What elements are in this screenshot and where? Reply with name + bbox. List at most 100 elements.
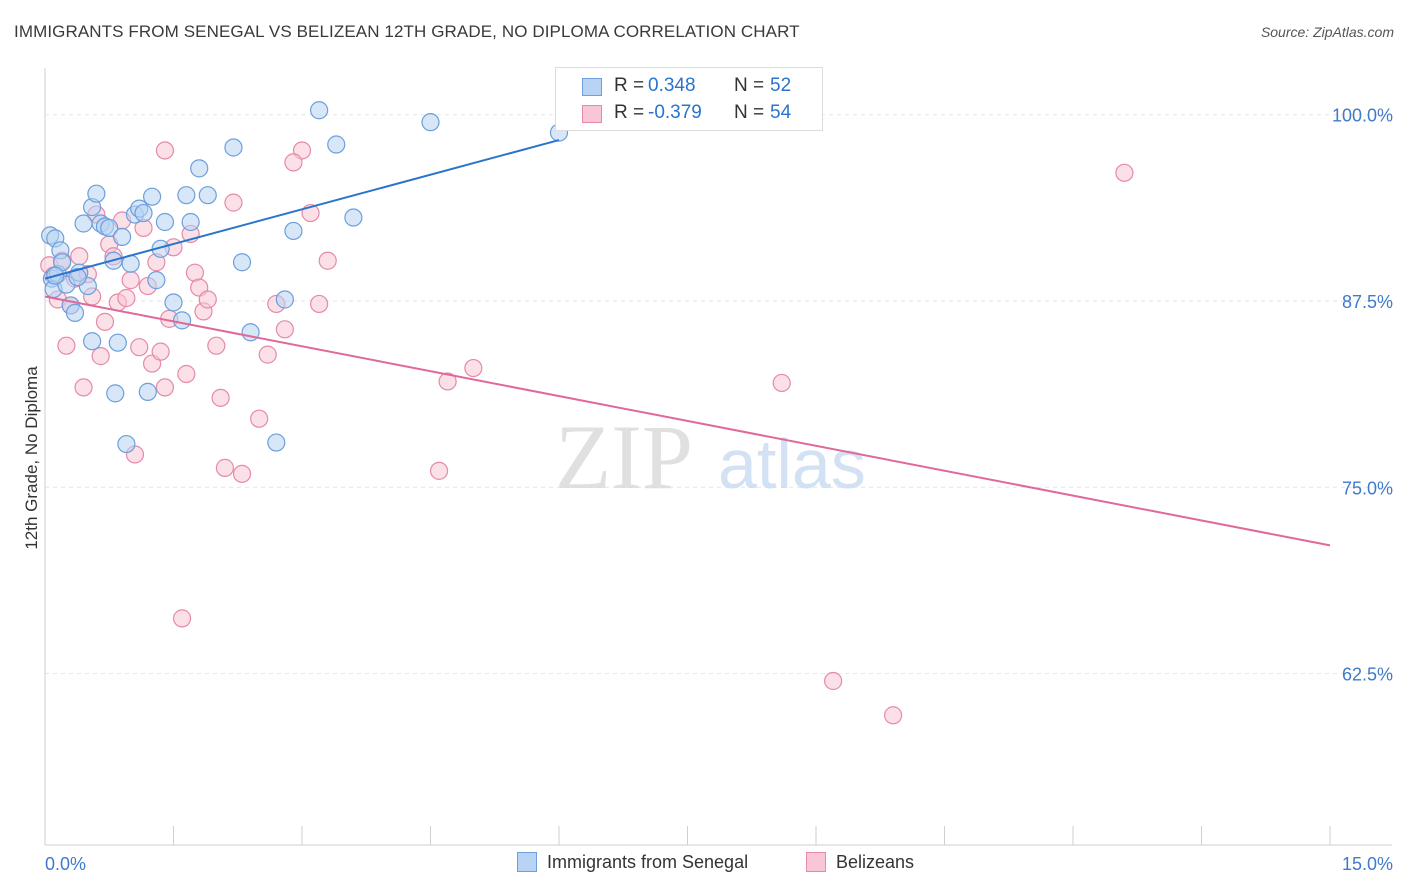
- data-point-senegal: [155, 212, 175, 232]
- data-point-senegal: [172, 311, 192, 330]
- data-point-senegal: [284, 221, 303, 241]
- legend-n-label: N =: [734, 102, 765, 123]
- data-point-belizeans: [121, 271, 140, 290]
- data-point-senegal: [106, 384, 125, 403]
- y-tick-label: 75.0%: [1342, 478, 1393, 498]
- data-point-senegal: [224, 138, 243, 157]
- series-senegal: [41, 101, 569, 454]
- data-point-senegal: [138, 382, 157, 401]
- data-point-senegal: [267, 433, 286, 452]
- bottom-legend-belizeans: Belizeans: [806, 852, 914, 873]
- data-point-belizeans: [232, 464, 252, 483]
- legend-r-value: 0.348: [648, 75, 696, 96]
- data-point-senegal: [134, 203, 153, 223]
- legend-r-label: R =: [614, 102, 645, 123]
- data-point-belizeans: [57, 336, 76, 355]
- data-point-belizeans: [318, 251, 337, 270]
- legend-swatch-pink: [582, 105, 602, 123]
- data-point-senegal: [198, 186, 217, 205]
- data-point-belizeans: [151, 342, 170, 361]
- data-point-senegal: [147, 271, 166, 290]
- data-point-senegal: [112, 227, 132, 247]
- legend-row-belizeans: R = -0.379 N = 54: [556, 101, 822, 127]
- gridlines: [45, 114, 1392, 675]
- data-point-belizeans: [258, 345, 277, 364]
- data-point-senegal: [142, 187, 162, 206]
- data-point-belizeans: [130, 338, 149, 357]
- data-point-belizeans: [215, 458, 234, 477]
- data-point-belizeans: [198, 290, 217, 309]
- data-point-senegal: [421, 113, 440, 132]
- y-tick-label: 100.0%: [1332, 106, 1393, 126]
- data-point-senegal: [65, 303, 85, 323]
- data-point-senegal: [275, 290, 294, 309]
- source-label: Source: ZipAtlas.com: [1260, 24, 1394, 40]
- data-point-belizeans: [250, 409, 269, 428]
- tick-labels: 62.5% 75.0% 87.5% 100.0% 0.0% 15.0%: [45, 106, 1393, 874]
- data-point-senegal: [100, 218, 119, 238]
- data-point-belizeans: [275, 320, 294, 339]
- data-point-belizeans: [95, 312, 115, 331]
- data-point-senegal: [181, 212, 200, 232]
- bottom-legend-senegal: Immigrants from Senegal: [517, 852, 748, 873]
- data-point-belizeans: [224, 193, 243, 212]
- stats-legend: R = 0.348 N = 52 R = -0.379 N = 54: [555, 67, 823, 131]
- data-point-senegal: [87, 184, 106, 203]
- y-tick-label: 62.5%: [1342, 665, 1393, 685]
- data-point-belizeans: [177, 364, 196, 384]
- data-point-senegal: [344, 208, 363, 227]
- data-point-belizeans: [172, 609, 192, 628]
- x-tick-label: 15.0%: [1342, 854, 1393, 874]
- data-point-belizeans: [185, 263, 205, 282]
- legend-n-label: N =: [734, 75, 765, 96]
- data-point-senegal: [83, 332, 102, 351]
- watermark: ZIP atlas: [555, 406, 866, 508]
- data-point-belizeans: [284, 153, 303, 172]
- legend-r-label: R =: [614, 75, 645, 96]
- data-point-belizeans: [155, 378, 175, 397]
- data-point-senegal: [68, 268, 87, 287]
- data-point-belizeans: [1115, 163, 1134, 182]
- data-point-belizeans: [438, 372, 457, 391]
- legend-n-value: 52: [770, 75, 792, 96]
- data-point-belizeans: [772, 373, 791, 393]
- legend-n-value: 54: [770, 102, 792, 123]
- data-point-belizeans: [310, 294, 329, 314]
- trend-line-belizeans: [44, 295, 1331, 547]
- data-point-senegal: [190, 159, 209, 178]
- watermark-atlas: atlas: [718, 425, 866, 503]
- bottom-legend-swatch-pink: [806, 852, 826, 872]
- data-point-senegal: [232, 253, 252, 272]
- axes: [44, 68, 1392, 846]
- trend-lines: [44, 139, 1331, 547]
- bottom-legend-label: Belizeans: [836, 852, 915, 872]
- data-point-belizeans: [155, 141, 175, 160]
- data-point-senegal: [177, 186, 196, 205]
- y-axis-label: 12th Grade, No Diploma: [22, 366, 41, 550]
- data-point-senegal: [74, 214, 93, 233]
- legend-swatch-blue: [582, 78, 602, 96]
- trend-line-senegal: [44, 139, 560, 280]
- data-point-belizeans: [74, 378, 93, 397]
- data-point-belizeans: [91, 347, 110, 366]
- data-point-belizeans: [464, 358, 483, 378]
- data-point-senegal: [164, 293, 183, 312]
- data-point-belizeans: [207, 336, 226, 355]
- data-point-senegal: [108, 333, 127, 352]
- data-point-belizeans: [429, 461, 449, 480]
- data-point-belizeans: [117, 288, 136, 308]
- data-point-belizeans: [211, 388, 230, 407]
- x-tick-label: 0.0%: [45, 854, 86, 874]
- data-point-belizeans: [824, 671, 843, 691]
- bottom-legend-swatch-blue: [517, 852, 537, 872]
- chart-title: IMMIGRANTS FROM SENEGAL VS BELIZEAN 12TH…: [14, 22, 800, 41]
- data-point-senegal: [117, 434, 136, 454]
- data-point-belizeans: [70, 247, 89, 266]
- watermark-zip: ZIP: [555, 406, 693, 508]
- data-point-senegal: [327, 135, 346, 154]
- legend-row-senegal: R = 0.348 N = 52: [556, 74, 822, 100]
- data-point-senegal: [310, 101, 329, 120]
- bottom-legend-label: Immigrants from Senegal: [547, 852, 749, 872]
- legend-r-value: -0.379: [648, 102, 702, 123]
